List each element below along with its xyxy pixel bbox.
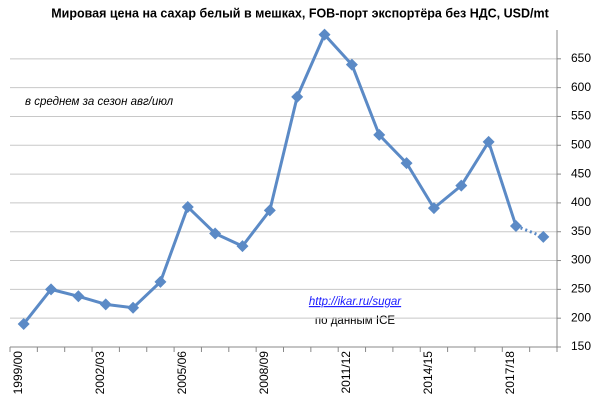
- marker: [72, 290, 85, 303]
- marker: [291, 90, 304, 103]
- source-link[interactable]: http://ikar.ru/sugar: [309, 296, 402, 308]
- x-tick-label: 1999/00: [11, 351, 25, 395]
- marker: [236, 240, 249, 253]
- marker: [99, 298, 112, 311]
- y-tick-label: 300: [571, 253, 591, 267]
- marker: [263, 204, 276, 217]
- source-note: по данным ICE: [315, 315, 395, 327]
- marker: [482, 135, 495, 148]
- marker: [455, 179, 468, 192]
- marker: [345, 58, 358, 71]
- marker: [45, 283, 58, 296]
- x-tick-label: 2005/06: [175, 351, 189, 395]
- y-tick-label: 500: [571, 137, 591, 151]
- y-tick-label: 200: [571, 310, 591, 324]
- marker: [127, 301, 140, 314]
- marker: [537, 230, 550, 243]
- marker: [181, 200, 194, 213]
- marker: [318, 28, 331, 41]
- line: [22, 33, 518, 325]
- y-tick-label: 150: [571, 339, 591, 353]
- marker: [427, 202, 440, 215]
- y-tick-label: 350: [571, 224, 591, 238]
- marker: [17, 317, 30, 330]
- marker: [373, 128, 386, 141]
- x-tick-label: 2011/12: [339, 351, 353, 394]
- y-tick-label: 600: [571, 80, 591, 94]
- y-tick-label: 550: [571, 109, 591, 123]
- y-tick-label: 450: [571, 166, 591, 180]
- annotation: в среднем за сезон авг/июл: [25, 96, 174, 108]
- y-tick-label: 650: [571, 51, 591, 65]
- y-tick-label: 250: [571, 282, 591, 296]
- x-tick-label: 2014/15: [421, 351, 435, 395]
- x-tick-label: 2008/09: [257, 351, 271, 395]
- marker: [400, 157, 413, 170]
- marker: [509, 219, 522, 232]
- x-tick-label: 2002/03: [93, 351, 107, 395]
- x-tick-label: 2017/18: [503, 351, 517, 395]
- y-tick-label: 400: [571, 195, 591, 209]
- chart-title: Мировая цена на сахар белый в мешках, FO…: [51, 6, 549, 20]
- marker: [209, 227, 222, 240]
- marker: [154, 275, 167, 288]
